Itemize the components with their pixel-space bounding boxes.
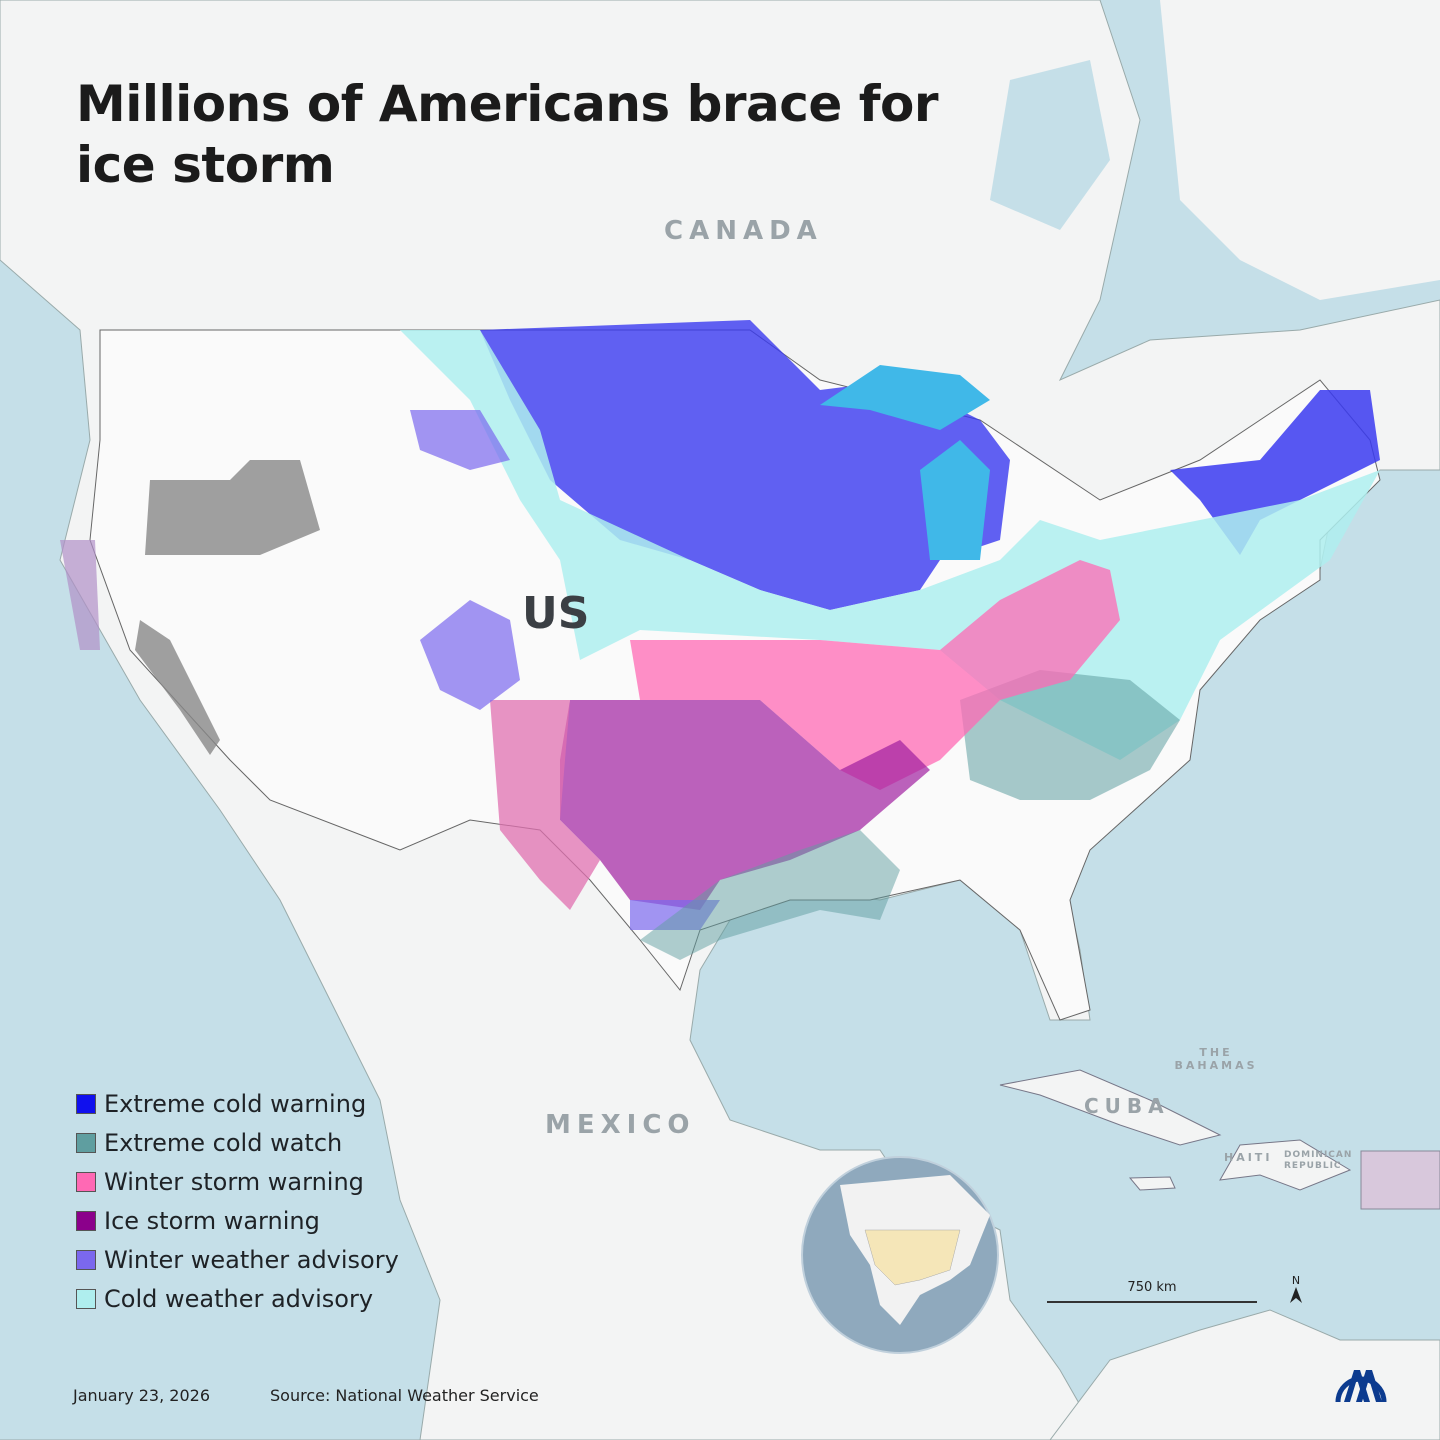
extreme-cold-watch-area <box>960 670 1180 800</box>
north-arrow-icon <box>1290 1287 1302 1303</box>
legend-label: Winter storm warning <box>104 1167 364 1196</box>
legend-label: Winter weather advisory <box>104 1245 399 1274</box>
great-lakes <box>820 365 990 560</box>
label-canada: CANADA <box>664 216 823 246</box>
legend-label: Extreme cold watch <box>104 1128 343 1157</box>
cuba-land <box>999 1069 1222 1146</box>
legend-label: Extreme cold warning <box>104 1089 367 1118</box>
hudson-bay <box>990 60 1110 230</box>
swatch-winter-storm-warning <box>76 1171 96 1192</box>
swatch-extreme-cold-watch <box>76 1132 96 1153</box>
label-cuba: CUBA <box>1084 1094 1170 1118</box>
north-arrow: N <box>1290 1274 1302 1306</box>
gray-area-west <box>135 460 320 755</box>
jamaica-land <box>1128 1176 1176 1191</box>
globe-inset <box>801 1156 999 1354</box>
winter-storm-warning-area-texas <box>490 700 600 910</box>
legend-item: Ice storm warning <box>76 1201 399 1240</box>
ice-storm-warning-area <box>560 700 930 910</box>
scale-bar: 750 km <box>1047 1280 1257 1303</box>
cold-weather-advisory-area <box>400 330 1380 760</box>
extreme-cold-watch-area-gulf <box>640 830 900 960</box>
winter-storm-warning-area <box>630 560 1120 790</box>
label-dominican-republic: DOMINICAN REPUBLIC <box>1284 1150 1353 1171</box>
legend: Extreme cold warning Extreme cold watch … <box>76 1084 399 1318</box>
legend-item: Extreme cold watch <box>76 1123 399 1162</box>
legend-item: Cold weather advisory <box>76 1279 399 1318</box>
swatch-cold-weather-advisory <box>76 1288 96 1309</box>
source: Source: National Weather Service <box>270 1386 539 1405</box>
legend-label: Ice storm warning <box>104 1206 320 1235</box>
page-title: Millions of Americans brace for ice stor… <box>76 75 939 194</box>
swatch-extreme-cold-warning <box>76 1093 96 1114</box>
date: January 23, 2026 <box>73 1386 210 1405</box>
legend-item: Winter storm warning <box>76 1162 399 1201</box>
label-haiti: HAITI <box>1224 1151 1273 1164</box>
legend-item: Extreme cold warning <box>76 1084 399 1123</box>
swatch-ice-storm-warning <box>76 1210 96 1231</box>
hispaniola-land <box>1219 1139 1352 1191</box>
extreme-cold-warning-area-ne <box>1170 390 1380 555</box>
coastal-zone-west <box>60 540 100 650</box>
scale-line <box>1047 1301 1257 1303</box>
canada-north-land <box>1160 0 1440 300</box>
legend-label: Cold weather advisory <box>104 1284 374 1313</box>
puerto-rico-zone <box>1360 1150 1440 1210</box>
south-america-land <box>1049 1309 1440 1440</box>
label-mexico: MEXICO <box>545 1110 696 1140</box>
swatch-winter-weather-advisory <box>76 1249 96 1270</box>
legend-item: Winter weather advisory <box>76 1240 399 1279</box>
aa-logo <box>1335 1370 1387 1403</box>
label-bahamas: THE BAHAMAS <box>1174 1046 1258 1072</box>
winter-weather-advisory-area <box>410 410 720 930</box>
north-label: N <box>1291 1274 1301 1287</box>
scale-label: 750 km <box>1127 1280 1177 1295</box>
label-us: US <box>522 588 590 639</box>
